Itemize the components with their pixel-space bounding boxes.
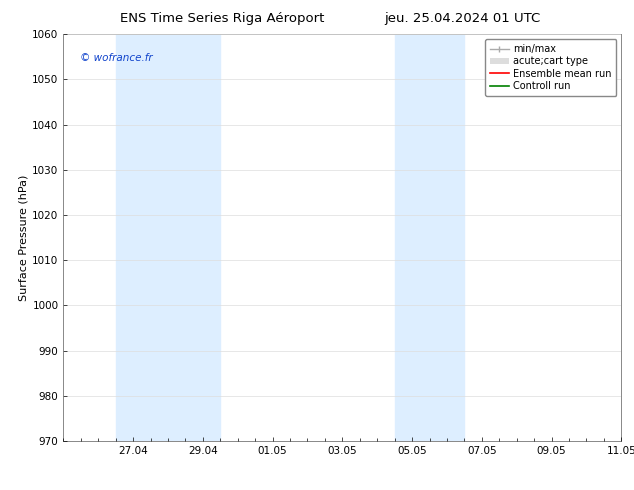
- Text: jeu. 25.04.2024 01 UTC: jeu. 25.04.2024 01 UTC: [385, 12, 541, 25]
- Text: ENS Time Series Riga Aéroport: ENS Time Series Riga Aéroport: [120, 12, 324, 25]
- Bar: [394, 34, 464, 441]
- Text: © wofrance.fr: © wofrance.fr: [80, 52, 153, 63]
- Bar: [115, 34, 221, 441]
- Y-axis label: Surface Pressure (hPa): Surface Pressure (hPa): [18, 174, 28, 301]
- Legend: min/max, acute;cart type, Ensemble mean run, Controll run: min/max, acute;cart type, Ensemble mean …: [485, 39, 616, 96]
